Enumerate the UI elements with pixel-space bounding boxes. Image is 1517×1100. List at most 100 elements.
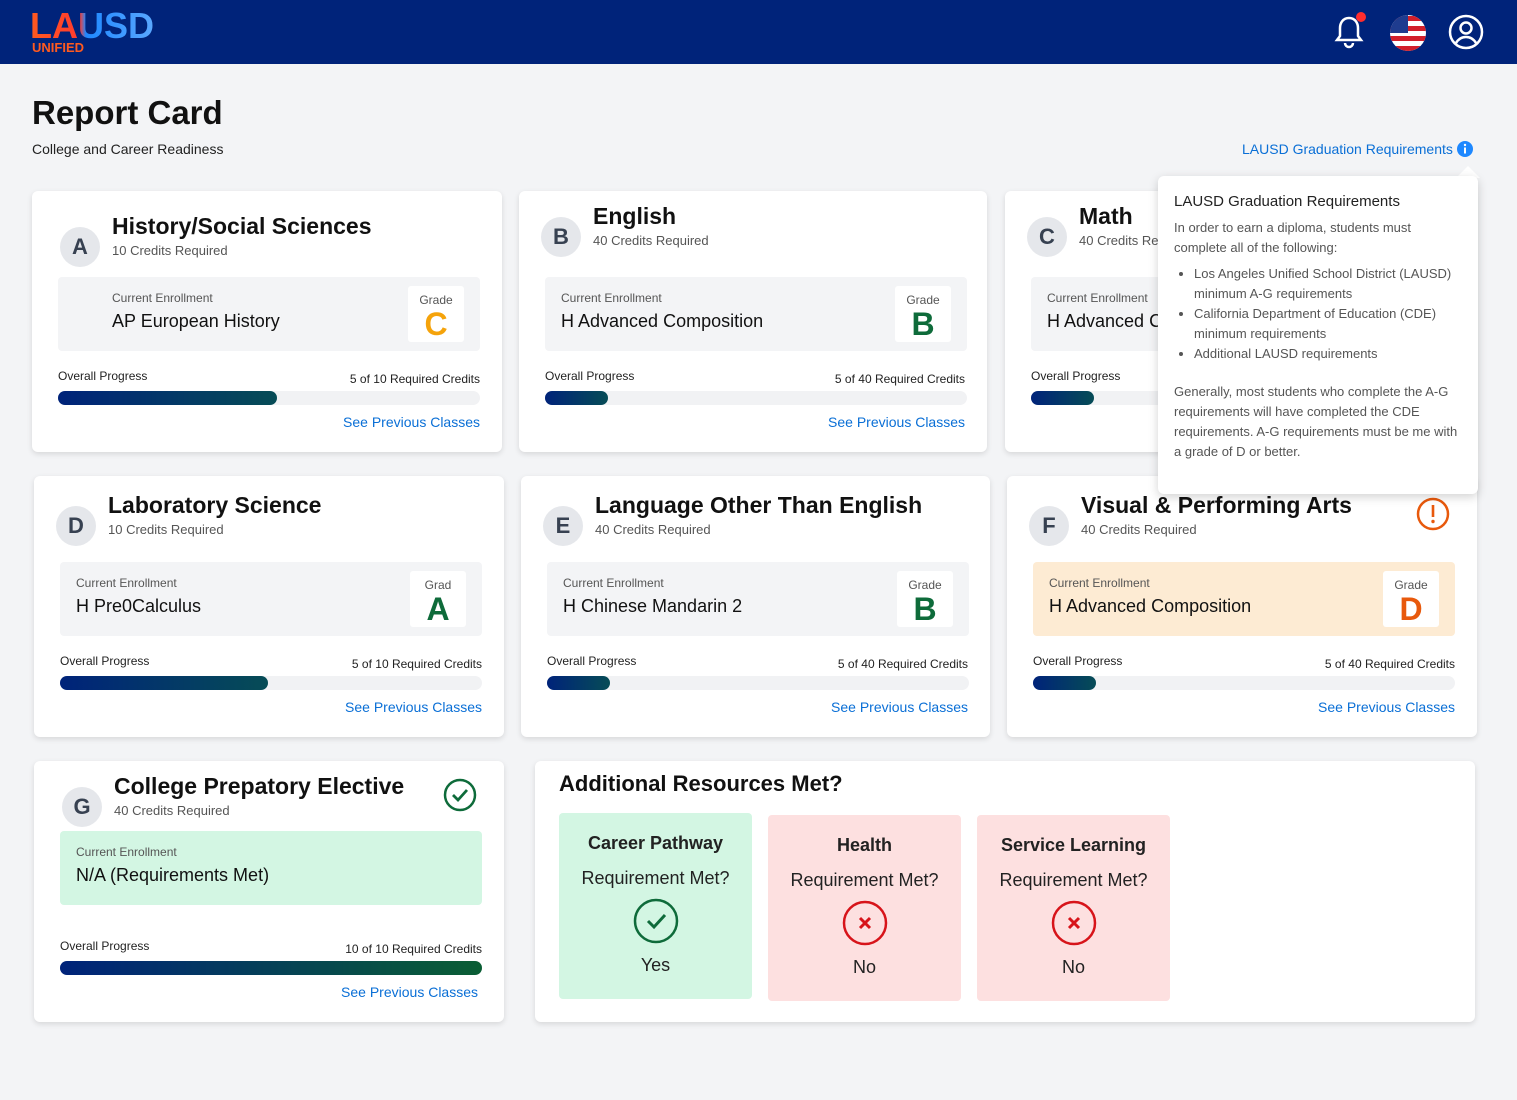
subject-letter: F	[1029, 506, 1069, 546]
grade-letter: B	[911, 306, 935, 342]
logo[interactable]: LAUSD UNIFIED	[30, 8, 180, 56]
grade-box: Grade B	[895, 286, 951, 342]
enrollment-label: Current Enrollment	[561, 291, 662, 305]
course-name: H Chinese Mandarin 2	[563, 596, 743, 616]
current-enrollment: Current Enrollment N/A (Requirements Met)	[60, 831, 482, 905]
course-name: AP European History	[112, 311, 280, 331]
met-icon	[633, 898, 678, 944]
progress-track	[60, 676, 482, 690]
resource-question: Requirement Met?	[581, 868, 730, 888]
credits-required: 10 Credits Required	[108, 522, 224, 537]
resource-card: Service Learning Requirement Met? No	[977, 815, 1170, 1001]
resource-name: Health	[836, 835, 892, 855]
warning-icon	[1416, 497, 1450, 531]
course-name: H Advanced Composition	[1049, 596, 1252, 616]
not-met-icon	[1051, 900, 1096, 946]
grade-box: Grade C	[408, 286, 464, 342]
resource-card: Health Requirement Met? No	[768, 815, 961, 1001]
grade-label: Grade	[419, 293, 453, 307]
progress-bar	[58, 391, 277, 405]
tooltip-intro: In order to earn a diploma, students mus…	[1174, 220, 1412, 255]
grade-letter: A	[426, 591, 450, 627]
page-subtitle: College and Career Readiness	[32, 141, 224, 157]
progress-credits: 5 of 40 Required Credits	[1324, 657, 1455, 671]
grade-label: Grade	[908, 578, 942, 592]
resource-answer: No	[852, 957, 876, 977]
current-enrollment: Current Enrollment AP European History Gra…	[58, 277, 480, 351]
progress-bar	[1031, 391, 1094, 405]
subject-card: G College Prepatory Elective 40 Credits Re…	[34, 761, 504, 1022]
grade-box: Grad A	[410, 571, 466, 627]
subject-letter: A	[60, 227, 100, 267]
enrollment-label: Current Enrollment	[112, 291, 213, 305]
resource-card: Career Pathway Requirement Met? Yes	[559, 813, 752, 999]
see-previous-classes[interactable]: See Previous Classes	[343, 414, 480, 430]
grade-label: Grade	[1394, 578, 1428, 592]
progress-credits: 10 of 10 Required Credits	[345, 942, 482, 956]
progress-bar	[60, 676, 268, 690]
info-icon[interactable]	[1456, 140, 1474, 158]
resource-name: Service Learning	[1000, 835, 1147, 855]
see-previous-classes[interactable]: See Previous Classes	[831, 699, 968, 715]
enrollment-label: Current Enrollment	[563, 576, 664, 590]
account-icon[interactable]	[1447, 13, 1485, 51]
subject-name: History/Social Sciences	[112, 213, 372, 239]
subject-name: Visual & Performing Arts	[1081, 492, 1352, 518]
course-name: H Advanced Composition	[561, 311, 764, 331]
progress-bar	[545, 391, 608, 405]
see-previous-classes[interactable]: See Previous Classes	[341, 984, 478, 1000]
progress-credits: 5 of 10 Required Credits	[351, 657, 482, 671]
resource-answer: Yes	[640, 955, 671, 975]
not-met-icon	[842, 900, 887, 946]
progress-track	[547, 676, 969, 690]
grade-box: Grade B	[897, 571, 953, 627]
current-enrollment: Current Enrollment H Pre0Calculus Grad A	[60, 562, 482, 636]
progress-track	[60, 961, 482, 975]
progress-label: Overall Progress	[547, 654, 637, 668]
tooltip-note: Generally, most students who complete th…	[1174, 384, 1458, 459]
course-name: H Pre0Calculus	[76, 596, 202, 616]
progress-credits: 5 of 40 Required Credits	[834, 372, 965, 386]
language-flag[interactable]	[1389, 14, 1427, 52]
progress-credits: 5 of 10 Required Credits	[349, 372, 480, 386]
enrollment-label: Current Enrollment	[76, 845, 177, 859]
subject-card: D Laboratory Science 10 Credits Required Cu…	[34, 476, 504, 737]
tooltip-title: LAUSD Graduation Requirements	[1174, 193, 1400, 210]
grade-box: Grade D	[1383, 571, 1439, 627]
page-title: Report Card	[32, 94, 223, 131]
current-enrollment: Current Enrollment H Chinese Mandarin 2 Gr…	[547, 562, 969, 636]
grade-label: Grad	[424, 578, 452, 592]
enrollment-label: Current Enrollment	[1049, 576, 1150, 590]
subject-name: Language Other Than English	[595, 492, 923, 518]
notifications-icon[interactable]	[1330, 12, 1370, 52]
progress-label: Overall Progress	[58, 369, 148, 383]
resource-question: Requirement Met?	[999, 870, 1148, 890]
see-previous-classes[interactable]: See Previous Classes	[828, 414, 965, 430]
progress-label: Overall Progress	[1031, 369, 1121, 383]
check-icon	[443, 778, 477, 812]
tooltip-arrow	[1456, 166, 1480, 178]
progress-label: Overall Progress	[60, 939, 150, 953]
progress-credits: 5 of 40 Required Credits	[837, 657, 968, 671]
see-previous-classes[interactable]: See Previous Classes	[1318, 699, 1455, 715]
requirements-link[interactable]: LAUSD Graduation Requirements	[1242, 141, 1453, 157]
tooltip-list: Los Angeles Unified School District (LAU…	[1174, 264, 1462, 364]
subject-card: B English 40 Credits Required Current Enrol…	[519, 191, 987, 452]
credits-required: 40 Credits Required	[593, 233, 709, 248]
credits-required: 40 Credits Required	[114, 803, 230, 818]
grade-letter: D	[1399, 591, 1423, 627]
enrollment-label: Current Enrollment	[1047, 291, 1148, 305]
subject-card: A History/Social Sciences 10 Credits Requi…	[32, 191, 502, 452]
subject-letter: D	[56, 506, 96, 546]
current-enrollment: Current Enrollment H Advanced Composition…	[545, 277, 967, 351]
progress-label: Overall Progress	[545, 369, 635, 383]
course-name: N/A (Requirements Met)	[76, 865, 270, 885]
subject-letter: E	[543, 506, 583, 546]
top-bar: LAUSD UNIFIED	[0, 0, 1517, 64]
subject-letter: G	[62, 787, 102, 827]
tooltip-bullet: Los Angeles Unified School District (LAU…	[1194, 264, 1462, 304]
progress-track	[1033, 676, 1455, 690]
see-previous-classes[interactable]: See Previous Classes	[345, 699, 482, 715]
resource-question: Requirement Met?	[790, 870, 939, 890]
resources-panel: Additional Resources Met? Career Pathway…	[535, 761, 1475, 1022]
